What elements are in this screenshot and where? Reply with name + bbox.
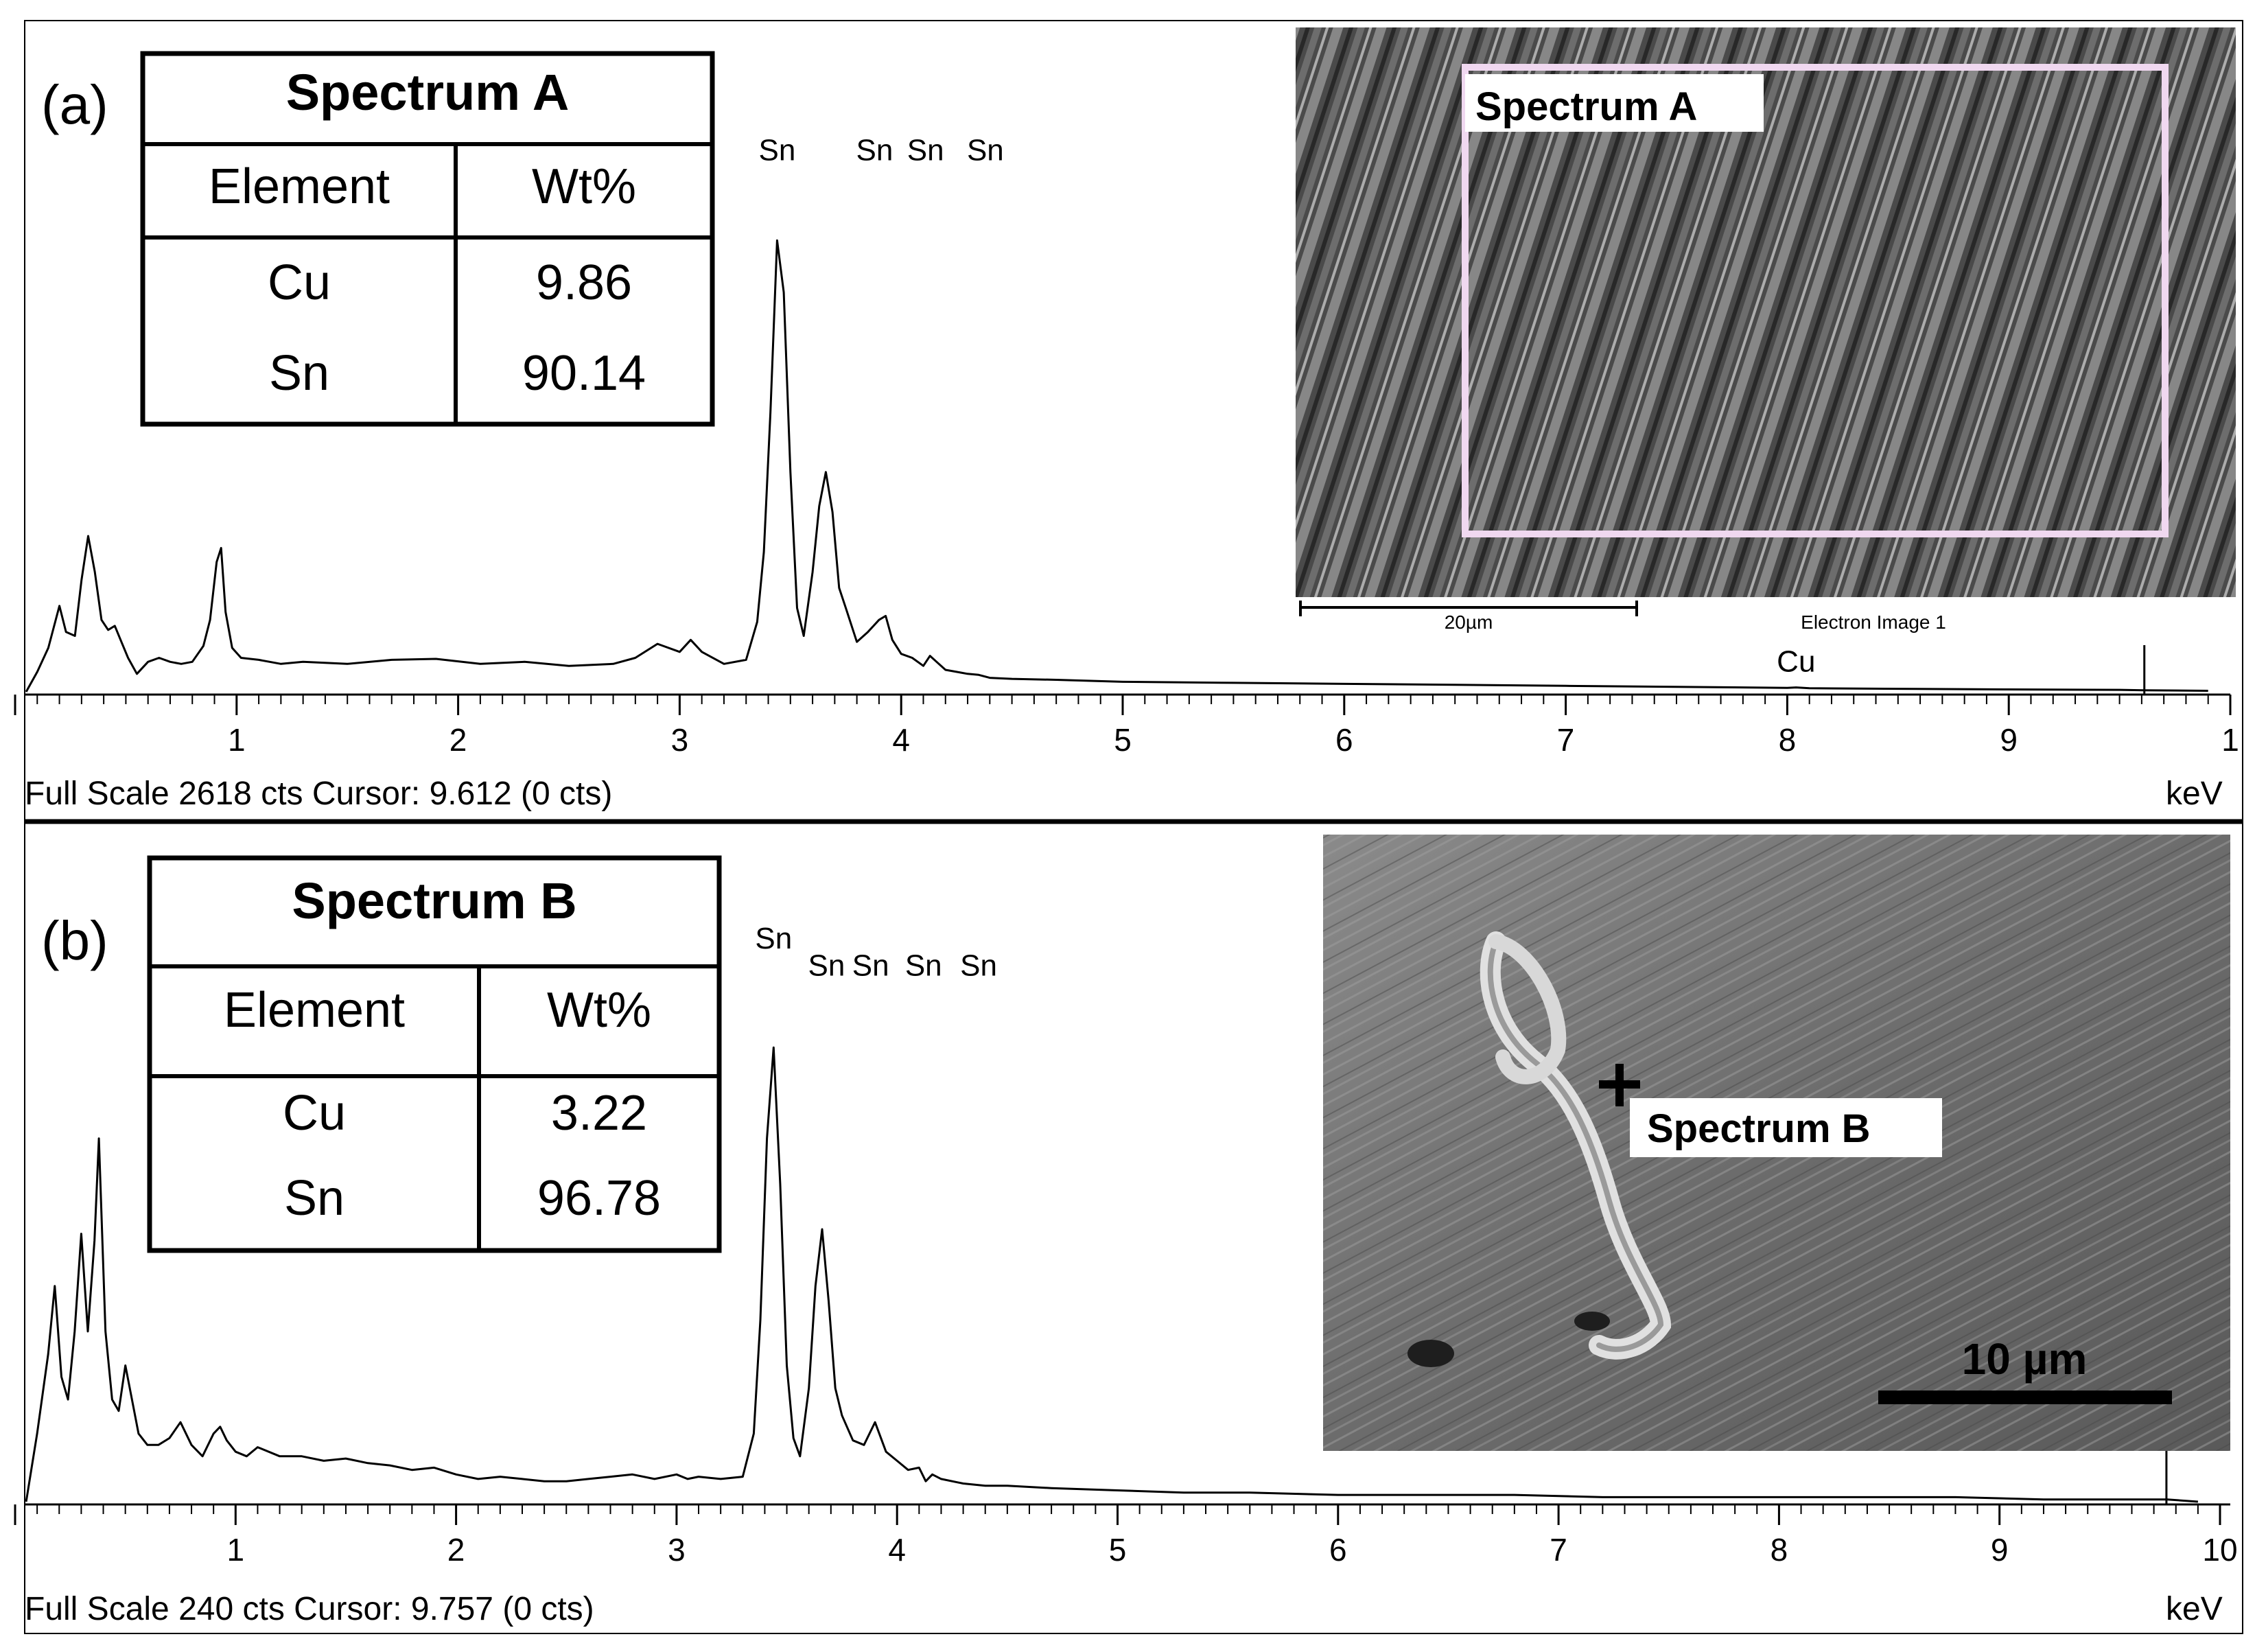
x-tick-label: 3 xyxy=(668,1532,686,1568)
x-tick-label: 9 xyxy=(2000,722,2018,758)
table-b-header-wt: Wt% xyxy=(547,983,651,1038)
table-a-cell: Cu xyxy=(268,255,331,310)
scale-bar-a-label: 20µm xyxy=(1445,612,1493,633)
table-b-cell: 3.22 xyxy=(551,1086,647,1141)
x-tick-label: 1 xyxy=(227,1532,245,1568)
spectrum-b-trace xyxy=(25,1046,2199,1503)
table-a-cell: Sn xyxy=(269,346,329,401)
sem-inset-b: Spectrum B 10 µm xyxy=(1323,835,2230,1451)
table-a-header-wt: Wt% xyxy=(532,159,636,214)
spectrum-a-region-box xyxy=(1462,64,2169,537)
table-b-header-element: Element xyxy=(224,983,405,1038)
table-b-cell: 96.78 xyxy=(537,1171,661,1226)
unit-label-b: keV xyxy=(2166,1591,2223,1627)
wt-table-b: Spectrum B Element Wt% Cu 3.22 Sn 96.78 xyxy=(147,855,722,1253)
x-tick-label: 2 xyxy=(449,722,467,758)
table-b-cell: Cu xyxy=(283,1086,346,1141)
peak-label: Sn xyxy=(852,949,889,983)
x-tick-labels-b: 1 2 3 4 5 6 7 8 9 10 xyxy=(227,1532,2238,1568)
x-tick-labels-a: 1 2 3 4 5 6 7 8 9 1 xyxy=(228,722,2239,758)
peak-label: Sn xyxy=(808,949,845,983)
scale-bar-b-label: 10 µm xyxy=(1962,1334,2088,1384)
x-ticks-b xyxy=(14,1504,2221,1525)
table-b-cell: Sn xyxy=(284,1171,344,1226)
x-tick-label: 2 xyxy=(447,1532,465,1568)
peak-label: Sn xyxy=(960,949,997,983)
x-tick-label: 8 xyxy=(1779,722,1797,758)
x-tick-label: 1 xyxy=(2221,722,2239,758)
peak-label: Sn xyxy=(856,133,893,167)
table-a-cell: 9.86 xyxy=(536,255,632,310)
panel-label-b: (b) xyxy=(41,910,108,971)
x-tick-label: 8 xyxy=(1771,1532,1788,1568)
x-tick-label: 4 xyxy=(888,1532,906,1568)
x-tick-label: 6 xyxy=(1335,722,1353,758)
footer-a: Full Scale 2618 cts Cursor: 9.612 (0 cts… xyxy=(25,776,612,812)
x-tick-label: 4 xyxy=(892,722,910,758)
x-tick-label: 5 xyxy=(1109,1532,1127,1568)
x-ticks-a xyxy=(14,695,2232,715)
table-a-title: Spectrum A xyxy=(286,64,570,121)
footer-b: Full Scale 240 cts Cursor: 9.757 (0 cts) xyxy=(25,1591,594,1627)
table-a-header-element: Element xyxy=(209,159,390,214)
x-tick-label: 9 xyxy=(1991,1532,2009,1568)
sem-image-a xyxy=(1296,27,2236,597)
x-tick-label: 6 xyxy=(1329,1532,1347,1568)
table-a-cell: 90.14 xyxy=(522,346,646,401)
figure-frame xyxy=(24,20,2243,1634)
x-tick-label: 7 xyxy=(1557,722,1575,758)
spectrum-a-trace xyxy=(25,239,2208,693)
peak-label: Sn xyxy=(907,133,944,167)
peak-label: Cu xyxy=(1777,645,1815,679)
peak-label: Sn xyxy=(759,133,796,167)
x-tick-label: 5 xyxy=(1114,722,1132,758)
panel-label-a: (a) xyxy=(41,74,108,135)
peak-label: Sn xyxy=(755,922,792,955)
inset-a-label: Spectrum A xyxy=(1475,84,1697,129)
sem-inset-a: Spectrum A 20µm Electron Image 1 xyxy=(1296,27,2236,645)
inset-b-label: Spectrum B xyxy=(1647,1106,1871,1151)
x-tick-label: 10 xyxy=(2202,1532,2237,1568)
peak-label: Sn xyxy=(967,133,1004,167)
table-b-title: Spectrum B xyxy=(292,872,576,929)
peak-label: Sn xyxy=(905,949,942,983)
wt-table-a: Spectrum A Element Wt% Cu 9.86 Sn 90.14 xyxy=(140,51,715,427)
unit-label-a: keV xyxy=(2166,776,2223,812)
x-tick-label: 1 xyxy=(228,722,246,758)
x-tick-label: 3 xyxy=(671,722,689,758)
x-tick-label: 7 xyxy=(1550,1532,1567,1568)
panel-a: (a) Cu Sn Sn Sn Sn Sn Cu 1 2 3 4 5 6 7 8 9 1 Full Scale… xyxy=(14,27,2239,812)
inset-a-caption: Electron Image 1 xyxy=(1801,612,1946,633)
